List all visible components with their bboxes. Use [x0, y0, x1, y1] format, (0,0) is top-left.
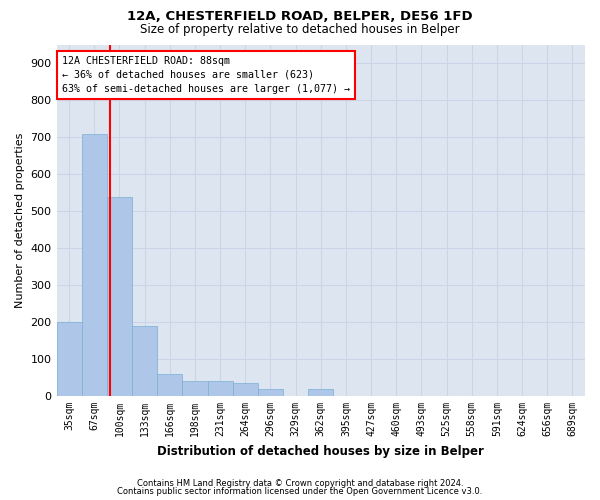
Bar [56, 322, 82, 396]
Bar [208, 382, 233, 396]
Text: 12A CHESTERFIELD ROAD: 88sqm
← 36% of detached houses are smaller (623)
63% of s: 12A CHESTERFIELD ROAD: 88sqm ← 36% of de… [62, 56, 350, 94]
X-axis label: Distribution of detached houses by size in Belper: Distribution of detached houses by size … [157, 444, 484, 458]
Bar [308, 388, 334, 396]
Bar [157, 374, 182, 396]
Bar [107, 196, 132, 396]
Text: Contains public sector information licensed under the Open Government Licence v3: Contains public sector information licen… [118, 487, 482, 496]
Y-axis label: Number of detached properties: Number of detached properties [15, 133, 25, 308]
Bar [258, 388, 283, 396]
Text: Contains HM Land Registry data © Crown copyright and database right 2024.: Contains HM Land Registry data © Crown c… [137, 478, 463, 488]
Text: Size of property relative to detached houses in Belper: Size of property relative to detached ho… [140, 22, 460, 36]
Text: 12A, CHESTERFIELD ROAD, BELPER, DE56 1FD: 12A, CHESTERFIELD ROAD, BELPER, DE56 1FD [127, 10, 473, 23]
Bar [82, 134, 107, 396]
Bar [182, 382, 208, 396]
Bar [132, 326, 157, 396]
Bar [233, 383, 258, 396]
